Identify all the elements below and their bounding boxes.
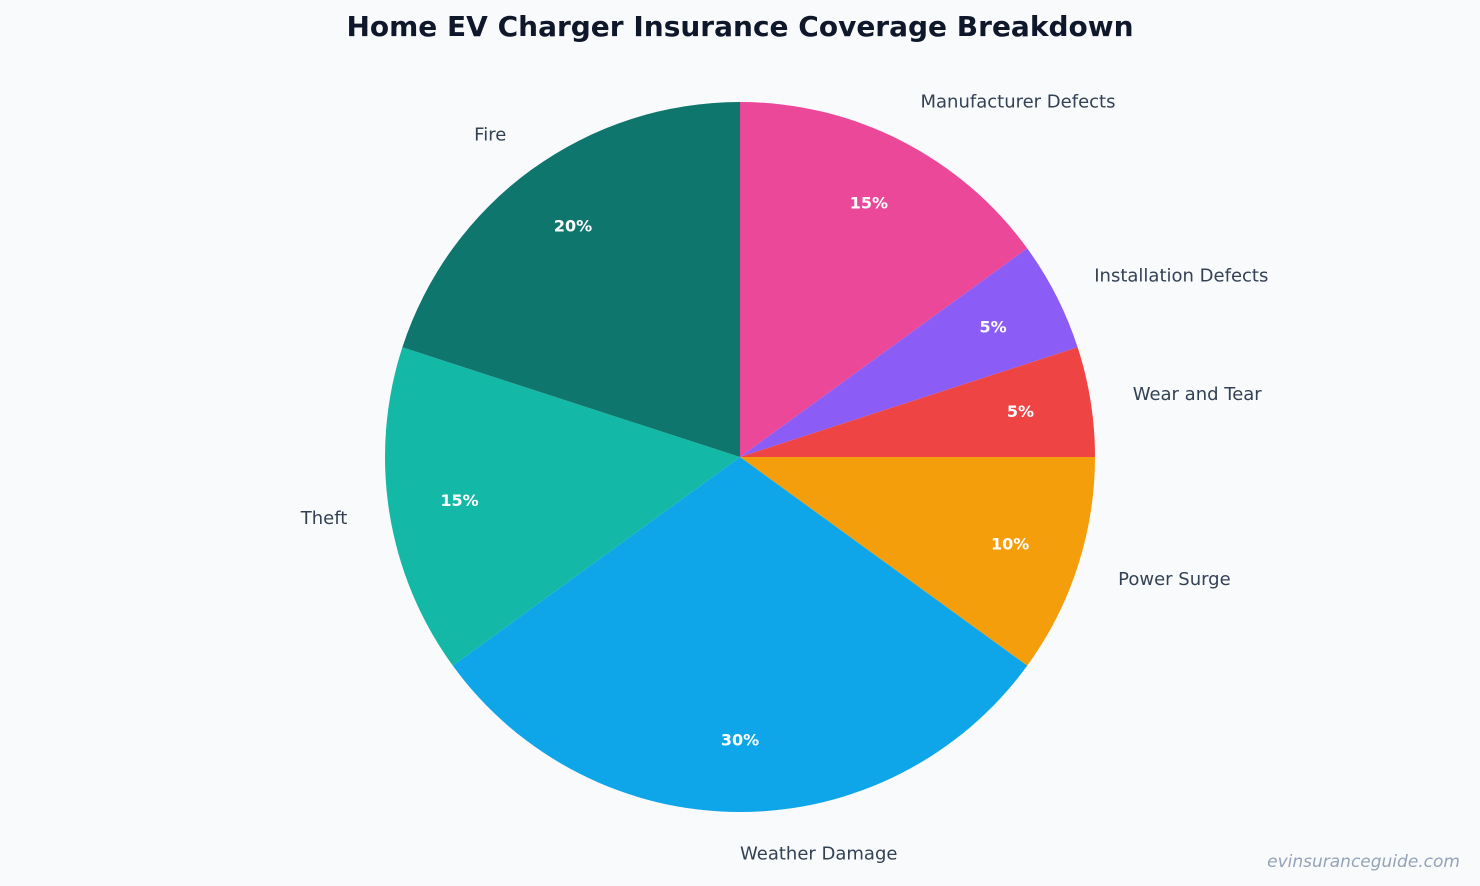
- category-label: Wear and Tear: [1133, 384, 1263, 405]
- pie-slice: [385, 347, 740, 666]
- value-label: 5%: [1007, 402, 1034, 421]
- category-label: Power Surge: [1118, 569, 1231, 590]
- pie-slice: [452, 457, 1028, 812]
- value-label: 20%: [554, 217, 592, 236]
- value-label: 5%: [979, 318, 1006, 337]
- pie-slice: [740, 248, 1078, 457]
- value-label: 30%: [721, 731, 759, 750]
- category-label: Weather Damage: [740, 844, 897, 865]
- category-label: Installation Defects: [1094, 265, 1268, 286]
- chart-title: Home EV Charger Insurance Coverage Break…: [346, 10, 1133, 43]
- category-label: Manufacturer Defects: [921, 92, 1116, 113]
- pie-slice: [740, 457, 1095, 666]
- category-label: Theft: [300, 508, 348, 529]
- value-label: 10%: [991, 534, 1029, 553]
- category-label: Fire: [474, 124, 506, 145]
- value-label: 15%: [440, 491, 478, 510]
- pie-slice: [740, 102, 1028, 457]
- pie-slice: [740, 347, 1095, 457]
- watermark: evinsuranceguide.com: [1267, 852, 1460, 872]
- pie-slice: [402, 102, 740, 457]
- value-label: 15%: [850, 193, 888, 212]
